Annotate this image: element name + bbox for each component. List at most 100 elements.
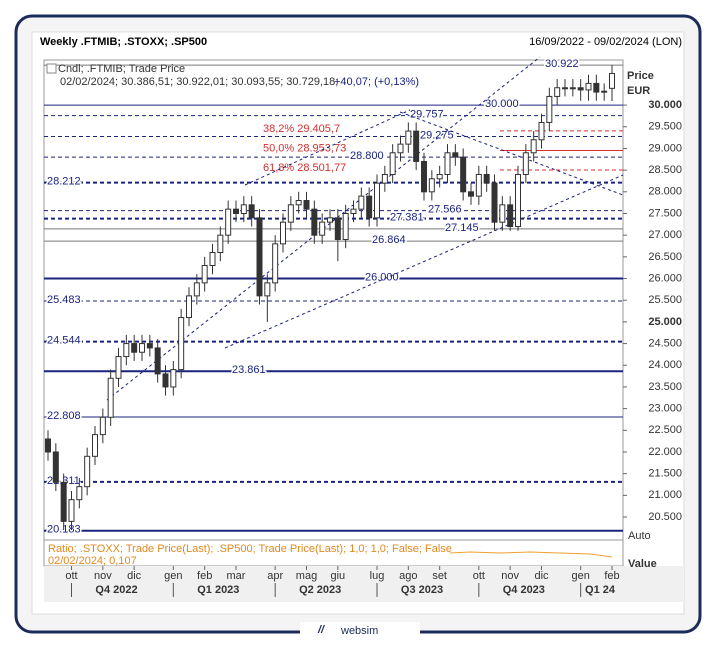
candle-body (601, 90, 608, 93)
candle-body (60, 481, 67, 522)
candle-body (350, 208, 357, 214)
candle-body (405, 130, 412, 145)
candle-body (562, 87, 568, 90)
level-label: 26.000 (365, 271, 399, 283)
candle-body (52, 451, 59, 483)
y-tick-label: 22.000 (648, 446, 682, 458)
candles (45, 65, 615, 531)
level-label: 24.544 (47, 335, 81, 347)
level-label: 27.381 (390, 212, 424, 224)
candle-body (264, 282, 271, 297)
candle-body (170, 369, 177, 388)
ratio-line (449, 551, 613, 558)
ratio-last: 02/02/2024; 0,107 (48, 555, 137, 567)
candle-body (162, 373, 169, 388)
logo-mark: // (317, 624, 326, 636)
ratio-legend: Ratio; .STOXX; Trade Price(Last); .SP500… (48, 543, 452, 555)
candle-body (186, 295, 192, 319)
candle-body (389, 152, 396, 175)
candle-body (483, 173, 490, 184)
level-label: 28.212 (47, 176, 81, 188)
candle-body (303, 199, 310, 210)
candle-body (413, 130, 420, 162)
fib-label: 50,0% 28.953,73 (263, 142, 346, 154)
axes: 20.500 21.000 21.500 22.000 22.500 23.000 23.5… (65, 99, 682, 597)
candle-body (421, 160, 427, 193)
level-label: 26.864 (372, 234, 406, 246)
candle-body (428, 178, 435, 193)
candle-body (76, 486, 83, 501)
candle-body (334, 217, 341, 241)
y-tick-label: 23.000 (648, 403, 682, 415)
level-label: 30.000 (485, 98, 519, 110)
chart-title: Weekly .FTMIB; .STOXX; .SP500 (40, 36, 207, 48)
legend-change: +40,07; (+0,13%) (334, 76, 419, 88)
y-tick-label: 25.500 (648, 294, 682, 306)
x-tick-label: dic (534, 570, 549, 582)
level-label: 25.483 (47, 294, 81, 306)
quarter-label: Q1 2023 (197, 584, 239, 596)
candle-body (201, 265, 208, 284)
x-tick-label: feb (604, 570, 619, 582)
level-label: 23.861 (232, 364, 266, 376)
quarter-label: Q4 2023 (503, 584, 545, 596)
x-axis-area (44, 566, 684, 602)
candle-body (68, 499, 75, 522)
y-tick-label: 26.000 (648, 272, 682, 284)
candle-body (319, 221, 326, 236)
x-tick-label: mag (296, 570, 317, 582)
x-tick-label: feb (197, 570, 212, 582)
candle-body (397, 143, 404, 154)
candle-body (460, 156, 467, 193)
candle-body (233, 208, 239, 214)
x-tick-label: gen (164, 570, 182, 582)
level-label: 22.808 (47, 410, 81, 422)
plot-area (43, 59, 624, 541)
candle-body (507, 204, 514, 228)
candle-body (358, 195, 365, 210)
y-tick-label: 29.000 (648, 142, 682, 154)
fib-label: 38,2% 29.405,7 (263, 123, 340, 135)
y-tick-label: 23.500 (648, 381, 682, 393)
candle-body (280, 221, 286, 245)
candle-body (538, 121, 545, 141)
x-tick-label: nov (501, 570, 519, 582)
level-label: 30.922 (545, 58, 579, 70)
level-label: 29.275 (420, 129, 454, 141)
y-tick-label: 20.500 (648, 511, 682, 523)
y-tick-label: 29.500 (648, 121, 682, 133)
candle-body (139, 343, 145, 353)
trend-line (224, 174, 624, 349)
candle-body (123, 343, 130, 358)
level-label: 27.145 (445, 222, 479, 234)
level-label: 29.757 (410, 109, 444, 121)
y-tick-label: 28.500 (648, 164, 682, 176)
candle-body (342, 212, 349, 241)
y-tick-label: 27.500 (648, 207, 682, 219)
candle-body (444, 152, 451, 175)
x-tick-label: ott (473, 570, 485, 582)
candle-body (381, 173, 388, 184)
candle-body (272, 243, 279, 284)
y-tick-label: 27.000 (648, 229, 682, 241)
trend-line (399, 111, 624, 196)
x-tick-label: set (432, 570, 447, 582)
candle-body (225, 208, 232, 236)
x-tick-label: mar (227, 570, 246, 582)
date-range: 16/09/2022 - 09/02/2024 (LON) (529, 36, 682, 48)
candle-body (193, 282, 200, 297)
candle-body (99, 416, 106, 436)
candle-body (515, 173, 521, 228)
candle-body (240, 204, 247, 214)
y-tick-label: 30.000 (648, 99, 682, 111)
candle-body (131, 343, 138, 353)
fib-label: 61,8% 28.501,77 (263, 162, 346, 174)
legend-instrument: Cndl; .FTMIB; Trade Price (58, 63, 185, 75)
y-tick-label: 26.500 (648, 251, 682, 263)
y-tick-label: 25.000 (648, 316, 682, 328)
candle-body (154, 347, 161, 375)
candle-body (248, 204, 255, 219)
candle-body (530, 139, 537, 154)
candle-body (593, 82, 600, 93)
